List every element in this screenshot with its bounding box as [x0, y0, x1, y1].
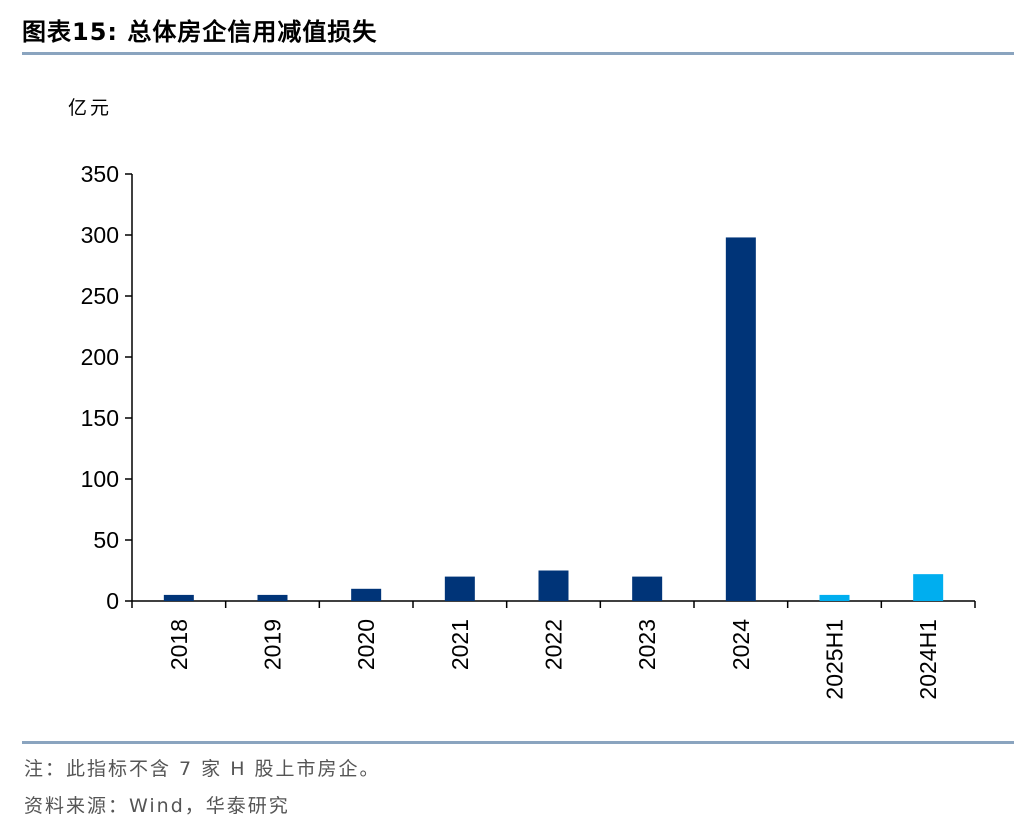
y-tick-label: 0	[106, 588, 119, 614]
bar-chart: 0 50 100 150 200 250 300 350 2018 2019 2020 2021 202…	[81, 161, 976, 700]
bar-2025H1	[819, 594, 850, 601]
bar-2022	[538, 570, 569, 601]
y-tick-label: 100	[81, 466, 119, 492]
bar-2024	[725, 237, 756, 601]
x-tick-label: 2024	[728, 619, 754, 670]
chart-title-row: 图表15: 总体房企信用减值损失	[22, 14, 1014, 50]
footnote: 注：此指标不含 7 家 H 股上市房企。	[24, 758, 381, 780]
x-tick-label: 2025H1	[822, 619, 848, 700]
chart-title: 图表15: 总体房企信用减值损失	[22, 18, 378, 46]
x-tick-label: 2021	[447, 619, 473, 670]
x-tick-label: 2023	[634, 619, 660, 670]
source-note: 资料来源：Wind，华泰研究	[24, 795, 290, 817]
y-tick-label: 50	[93, 527, 119, 553]
title-divider	[22, 52, 1014, 55]
bar-2023	[632, 576, 663, 601]
x-tick-label: 2019	[260, 619, 286, 670]
x-tick-label: 2018	[166, 619, 192, 670]
x-tick-label: 2020	[353, 619, 379, 670]
footer-divider	[22, 741, 1014, 744]
y-tick-label: 350	[81, 161, 119, 187]
x-tick-label: 2024H1	[915, 619, 941, 700]
y-tick-label: 200	[81, 344, 119, 370]
y-tick-label: 150	[81, 405, 119, 431]
x-tick-label: 2022	[541, 619, 567, 670]
bar-2018	[163, 594, 194, 601]
bar-2019	[257, 594, 288, 601]
bar-2024H1	[913, 574, 944, 601]
y-tick-label: 300	[81, 222, 119, 248]
y-tick-label: 250	[81, 283, 119, 309]
y-axis-unit-label: 亿元	[68, 97, 113, 119]
bar-2021	[444, 576, 475, 601]
bar-2020	[351, 588, 382, 601]
